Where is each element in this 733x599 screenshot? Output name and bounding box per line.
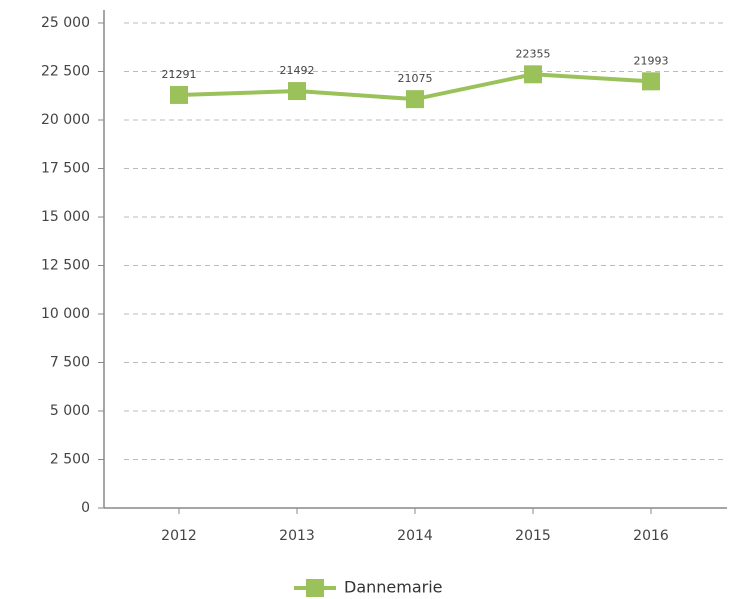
x-tick-label: 2016 <box>633 528 669 544</box>
y-tick-label: 12 500 <box>41 258 90 274</box>
point-marker <box>406 90 424 109</box>
y-tick-label: 20 000 <box>41 112 90 128</box>
y-tick-label: 25 000 <box>41 15 90 31</box>
y-tick-label: 5 000 <box>50 403 90 419</box>
y-tick-label: 22 500 <box>41 64 90 80</box>
point-marker <box>288 82 306 101</box>
x-tick-label: 2012 <box>161 528 197 544</box>
x-tick-label: 2015 <box>515 528 551 544</box>
y-tick-label: 0 <box>81 500 90 516</box>
point-marker <box>642 72 660 91</box>
data-label: 21075 <box>398 72 433 85</box>
y-tick-label: 10 000 <box>41 306 90 322</box>
y-tick-label: 17 500 <box>41 161 90 177</box>
legend-label: Dannemarie <box>344 578 443 597</box>
x-tick-label: 2014 <box>397 528 433 544</box>
data-label: 21492 <box>280 64 315 77</box>
y-tick-label: 7 500 <box>50 355 90 371</box>
y-tick-label: 2 500 <box>50 452 90 468</box>
legend-marker <box>306 579 324 597</box>
data-label: 22355 <box>516 47 551 60</box>
y-tick-label: 15 000 <box>41 209 90 225</box>
data-label: 21993 <box>634 54 669 67</box>
data-label: 21291 <box>162 68 197 81</box>
x-tick-label: 2013 <box>279 528 315 544</box>
point-marker <box>524 65 542 84</box>
point-marker <box>170 85 188 104</box>
